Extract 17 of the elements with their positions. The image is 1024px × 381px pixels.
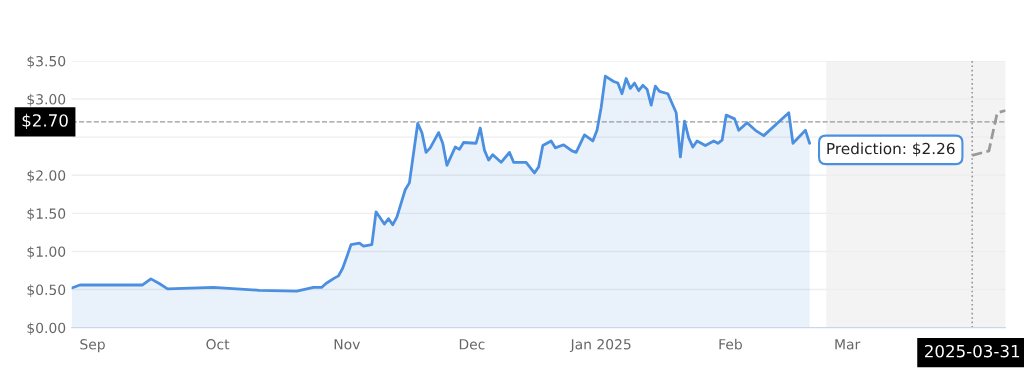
x-tick-label: Mar (835, 339, 861, 350)
x-tick-label: Sep (80, 339, 105, 353)
x-tick-label: Jan 2025 (569, 339, 631, 353)
y-tick-label: $3.00 (27, 93, 66, 107)
y-tick-label: $3.50 (27, 55, 66, 69)
ref-line-label: $2.70 (22, 113, 68, 129)
x-tick-label: Oct (206, 339, 230, 350)
y-tick-label: $1.00 (27, 246, 66, 259)
x-tick-label: Nov (334, 339, 360, 350)
annotation: Prediction: $2.26 (827, 142, 955, 157)
x-tick-label: Feb (719, 338, 742, 350)
ref-line-label: 2025-03-31 (925, 344, 1020, 358)
y-tick-label: $0.00 (27, 322, 66, 335)
y-tick-label: $0.50 (27, 284, 66, 297)
x-tick-label: Dec (459, 339, 485, 350)
y-tick-label: $2.00 (27, 169, 66, 183)
y-tick-label: $1.50 (27, 208, 66, 221)
